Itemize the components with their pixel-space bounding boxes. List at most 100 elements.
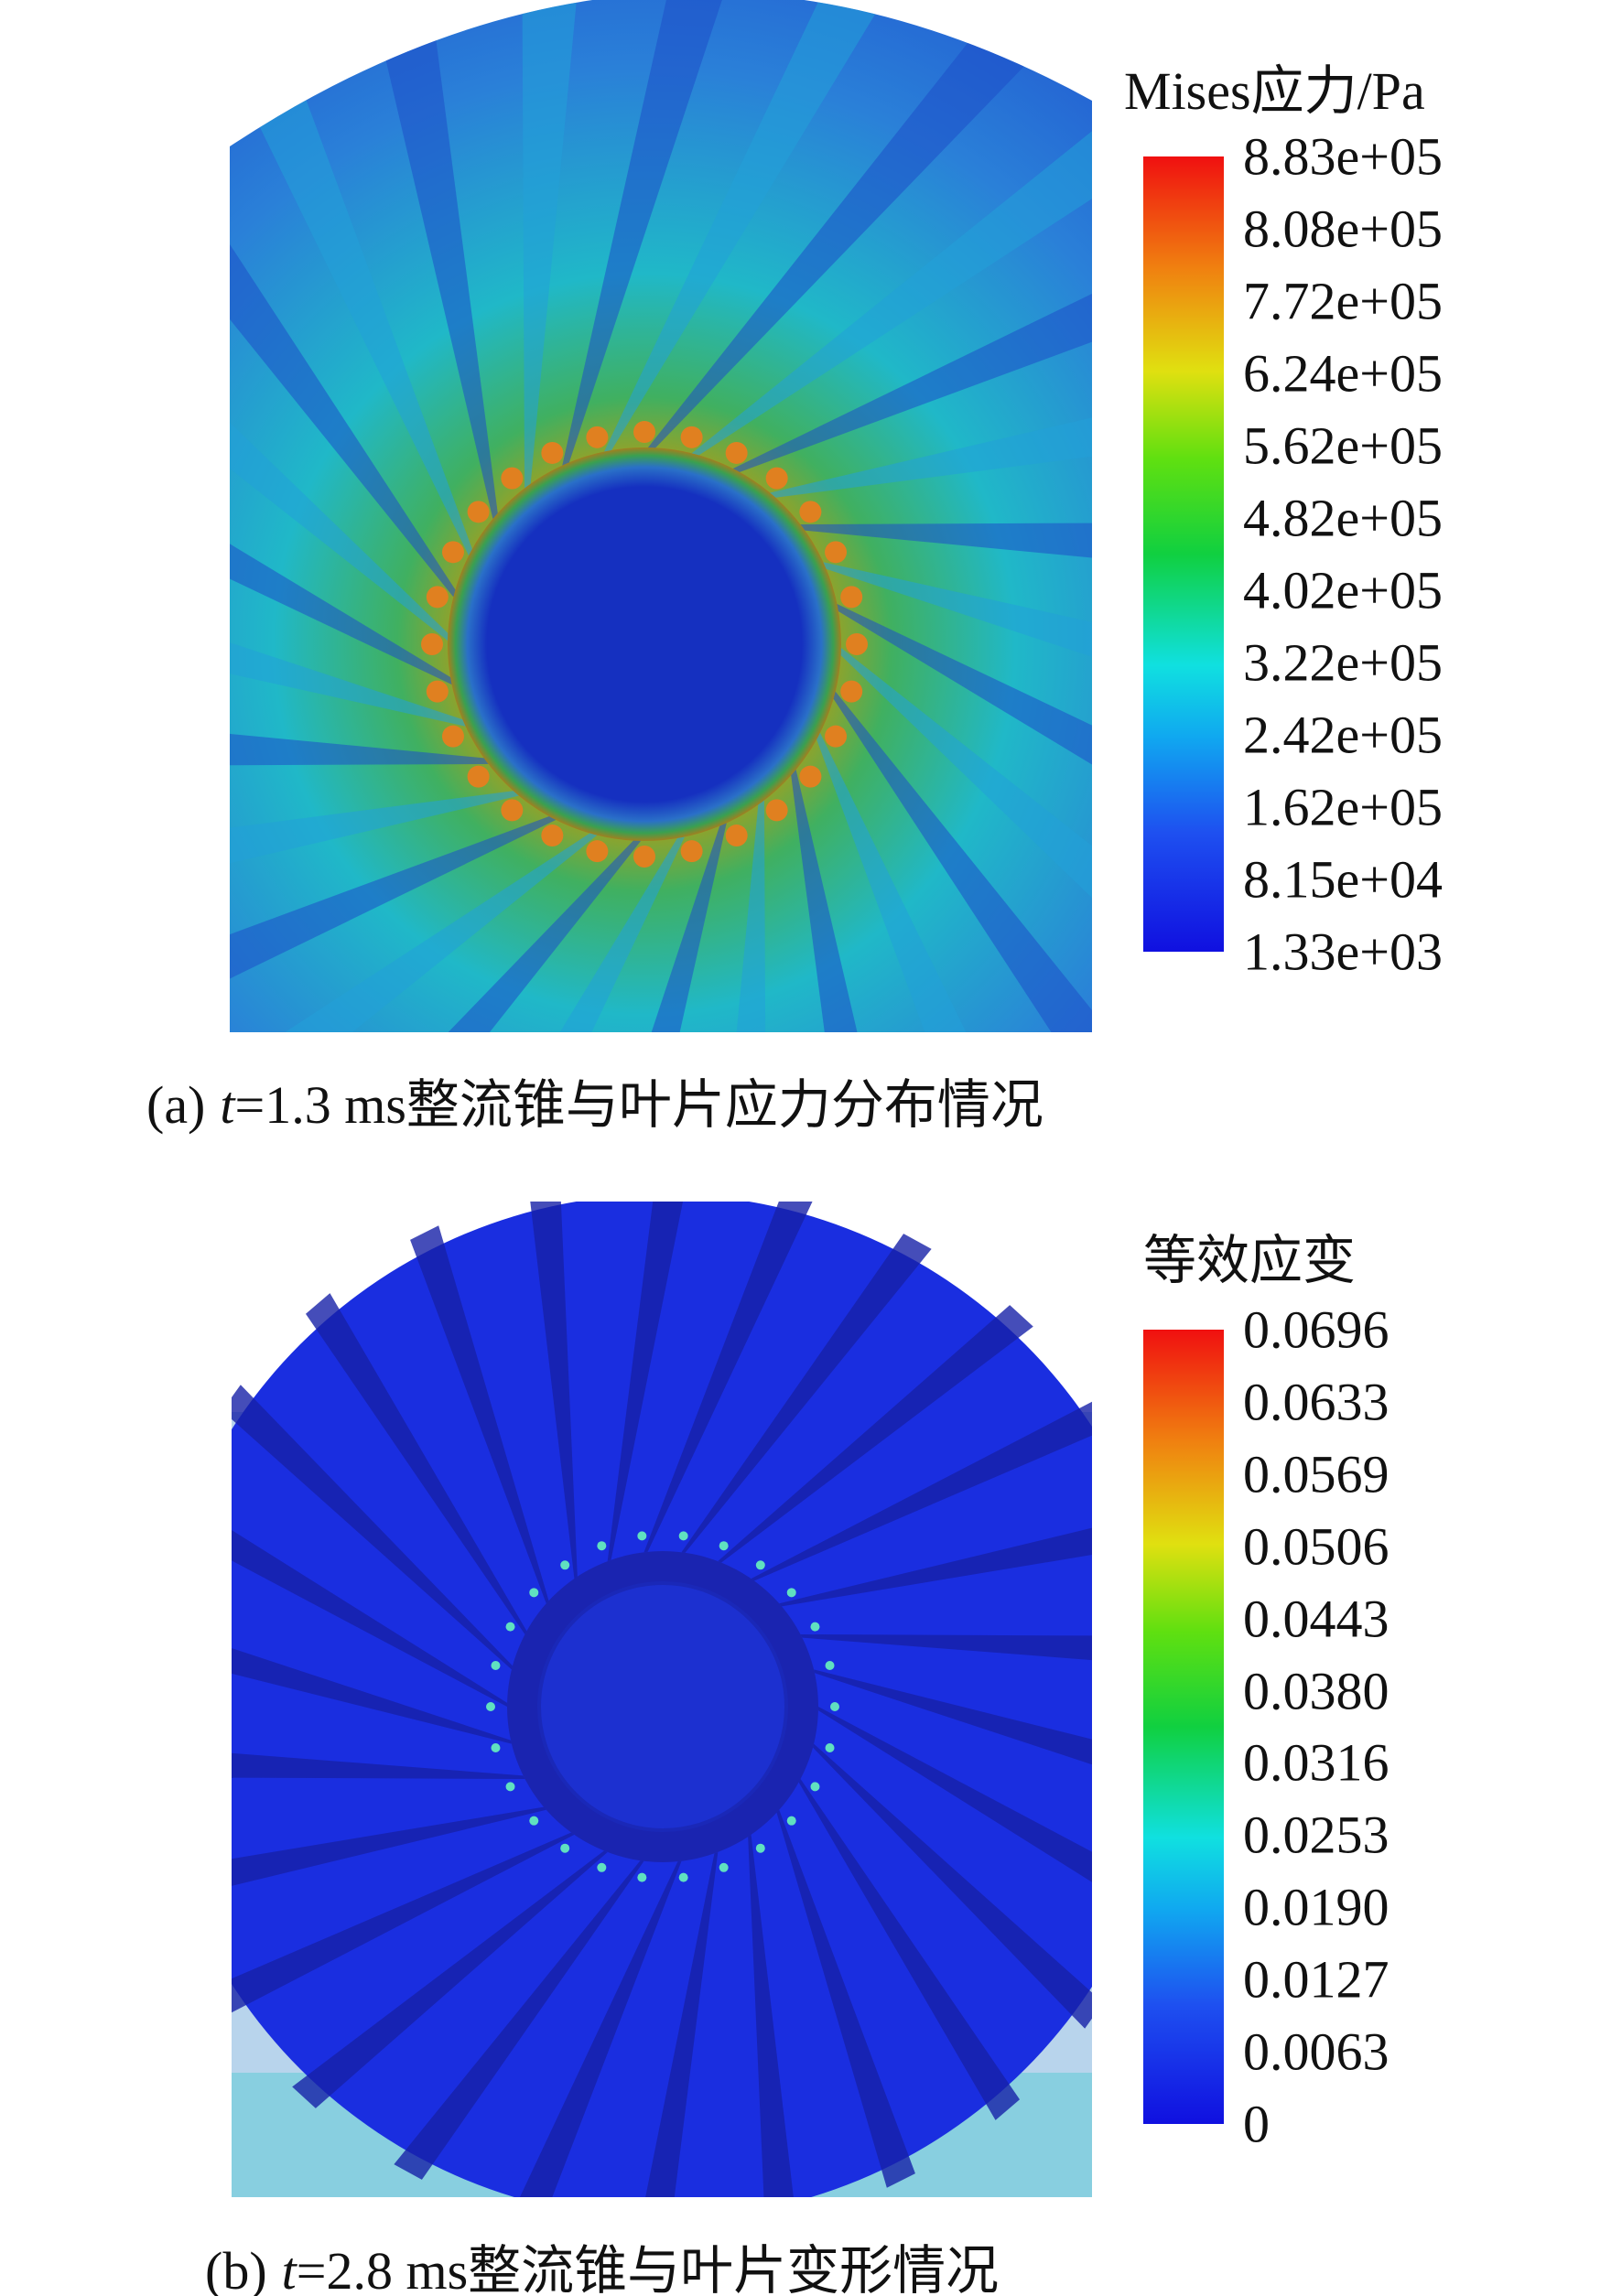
colorbar-label: 0.0127 [1243,1949,1390,2010]
colorbar-label: 0.0569 [1243,1444,1390,1504]
colorbar-label: 1.62e+05 [1243,777,1443,837]
blade-root [825,1661,835,1671]
blade-root [597,1541,607,1551]
blade [232,1648,512,1744]
blade [748,1834,794,2197]
blade-root [810,1782,820,1792]
blade [645,1851,719,2197]
blade [798,1779,1021,2120]
stress-plot [230,0,1092,1032]
blade [452,817,729,1032]
caption-text: =1.3 ms整流锥与叶片应力分布情况 [234,1075,1043,1135]
hub-cone [537,1581,788,1832]
blade [230,237,458,687]
blade [230,452,471,728]
blade [829,686,1092,1032]
blade [687,0,1092,459]
blade [292,1850,608,2108]
blade [232,1385,513,1670]
blade [607,1202,684,1562]
colorbar-label: 0.0190 [1243,1877,1390,1937]
blade [232,1752,525,1780]
blade [230,790,525,987]
caption-label: (b) [205,2241,267,2296]
colorbar-label: 1.33e+03 [1243,922,1443,982]
colorbar-label: 0.0633 [1243,1372,1390,1432]
blade-root [541,825,564,847]
colorbar [1143,156,1224,952]
blade-root [825,725,848,748]
blade-root [765,799,788,822]
blade-root [491,1661,501,1671]
blade-root [810,1622,820,1632]
caption-label: (a) [146,1075,206,1135]
blade-root [637,1531,647,1541]
legend-title: 等效应变 [1143,1231,1357,1290]
blade-root [505,1782,515,1792]
colorbar-label: 8.83e+05 [1243,126,1443,187]
blade [305,1293,527,1634]
blade [237,831,687,1032]
blade [560,0,837,471]
colorbar-label: 0.0696 [1243,1299,1390,1360]
blade-root [501,799,524,822]
blade [800,1633,1092,1661]
legend-title: Mises应力/Pa [1124,61,1425,121]
blade [776,1809,915,2188]
blade [644,0,1092,453]
blade-root [725,441,748,464]
blade-root [491,1742,501,1752]
blade [728,99,1092,475]
blade [230,814,561,1032]
blade-root [560,1843,570,1853]
colorbar-label: 6.24e+05 [1243,343,1443,404]
blade-root [421,633,443,655]
blade-root [799,765,822,788]
blade [230,0,460,602]
blade [230,677,494,769]
blade-root [505,1622,515,1632]
blade-root [755,1560,765,1570]
blade-root [719,1862,729,1872]
colorbar-label: 8.15e+04 [1243,849,1443,910]
blade-root [840,586,863,609]
blade-root [426,586,449,609]
colorbar-label: 3.22e+05 [1243,632,1443,693]
colorbar-label: 0 [1243,2094,1270,2154]
colorbar-label: 0.0506 [1243,1516,1390,1577]
strain-plot [232,1202,1092,2197]
caption: (b) t=2.8 ms整流锥与叶片变形情况 [205,2227,999,2296]
blade [763,301,1092,499]
colorbar-label: 7.72e+05 [1243,271,1443,331]
blade [795,520,1092,611]
colorbar-label: 0.0253 [1243,1805,1390,1865]
blade-root [541,441,564,464]
blade [681,1234,932,1553]
blade-root [825,541,848,564]
blade-root [825,1742,835,1752]
blade [232,1806,546,1886]
colorbar [1143,1330,1224,2124]
blade [530,1202,578,1579]
blade-root [426,680,449,703]
colorbar-label: 0.0063 [1243,2021,1390,2082]
blade [779,1527,1092,1607]
blade-root [799,501,822,523]
blade-root [586,840,609,863]
colorbar-label: 0.0316 [1243,1732,1390,1793]
blade-root [846,633,868,655]
blade [301,0,499,525]
blade-root [680,840,703,863]
blade-root [637,1872,647,1882]
blade [836,644,1092,1032]
blade [230,829,602,1032]
blade-root [840,680,863,703]
blade [814,728,1092,1032]
colorbar-label: 4.02e+05 [1243,560,1443,620]
blade-root [755,1843,765,1853]
blade-root [441,541,464,564]
blade-root [719,1541,729,1551]
blade [751,1401,1092,1581]
blade-root [467,501,490,523]
